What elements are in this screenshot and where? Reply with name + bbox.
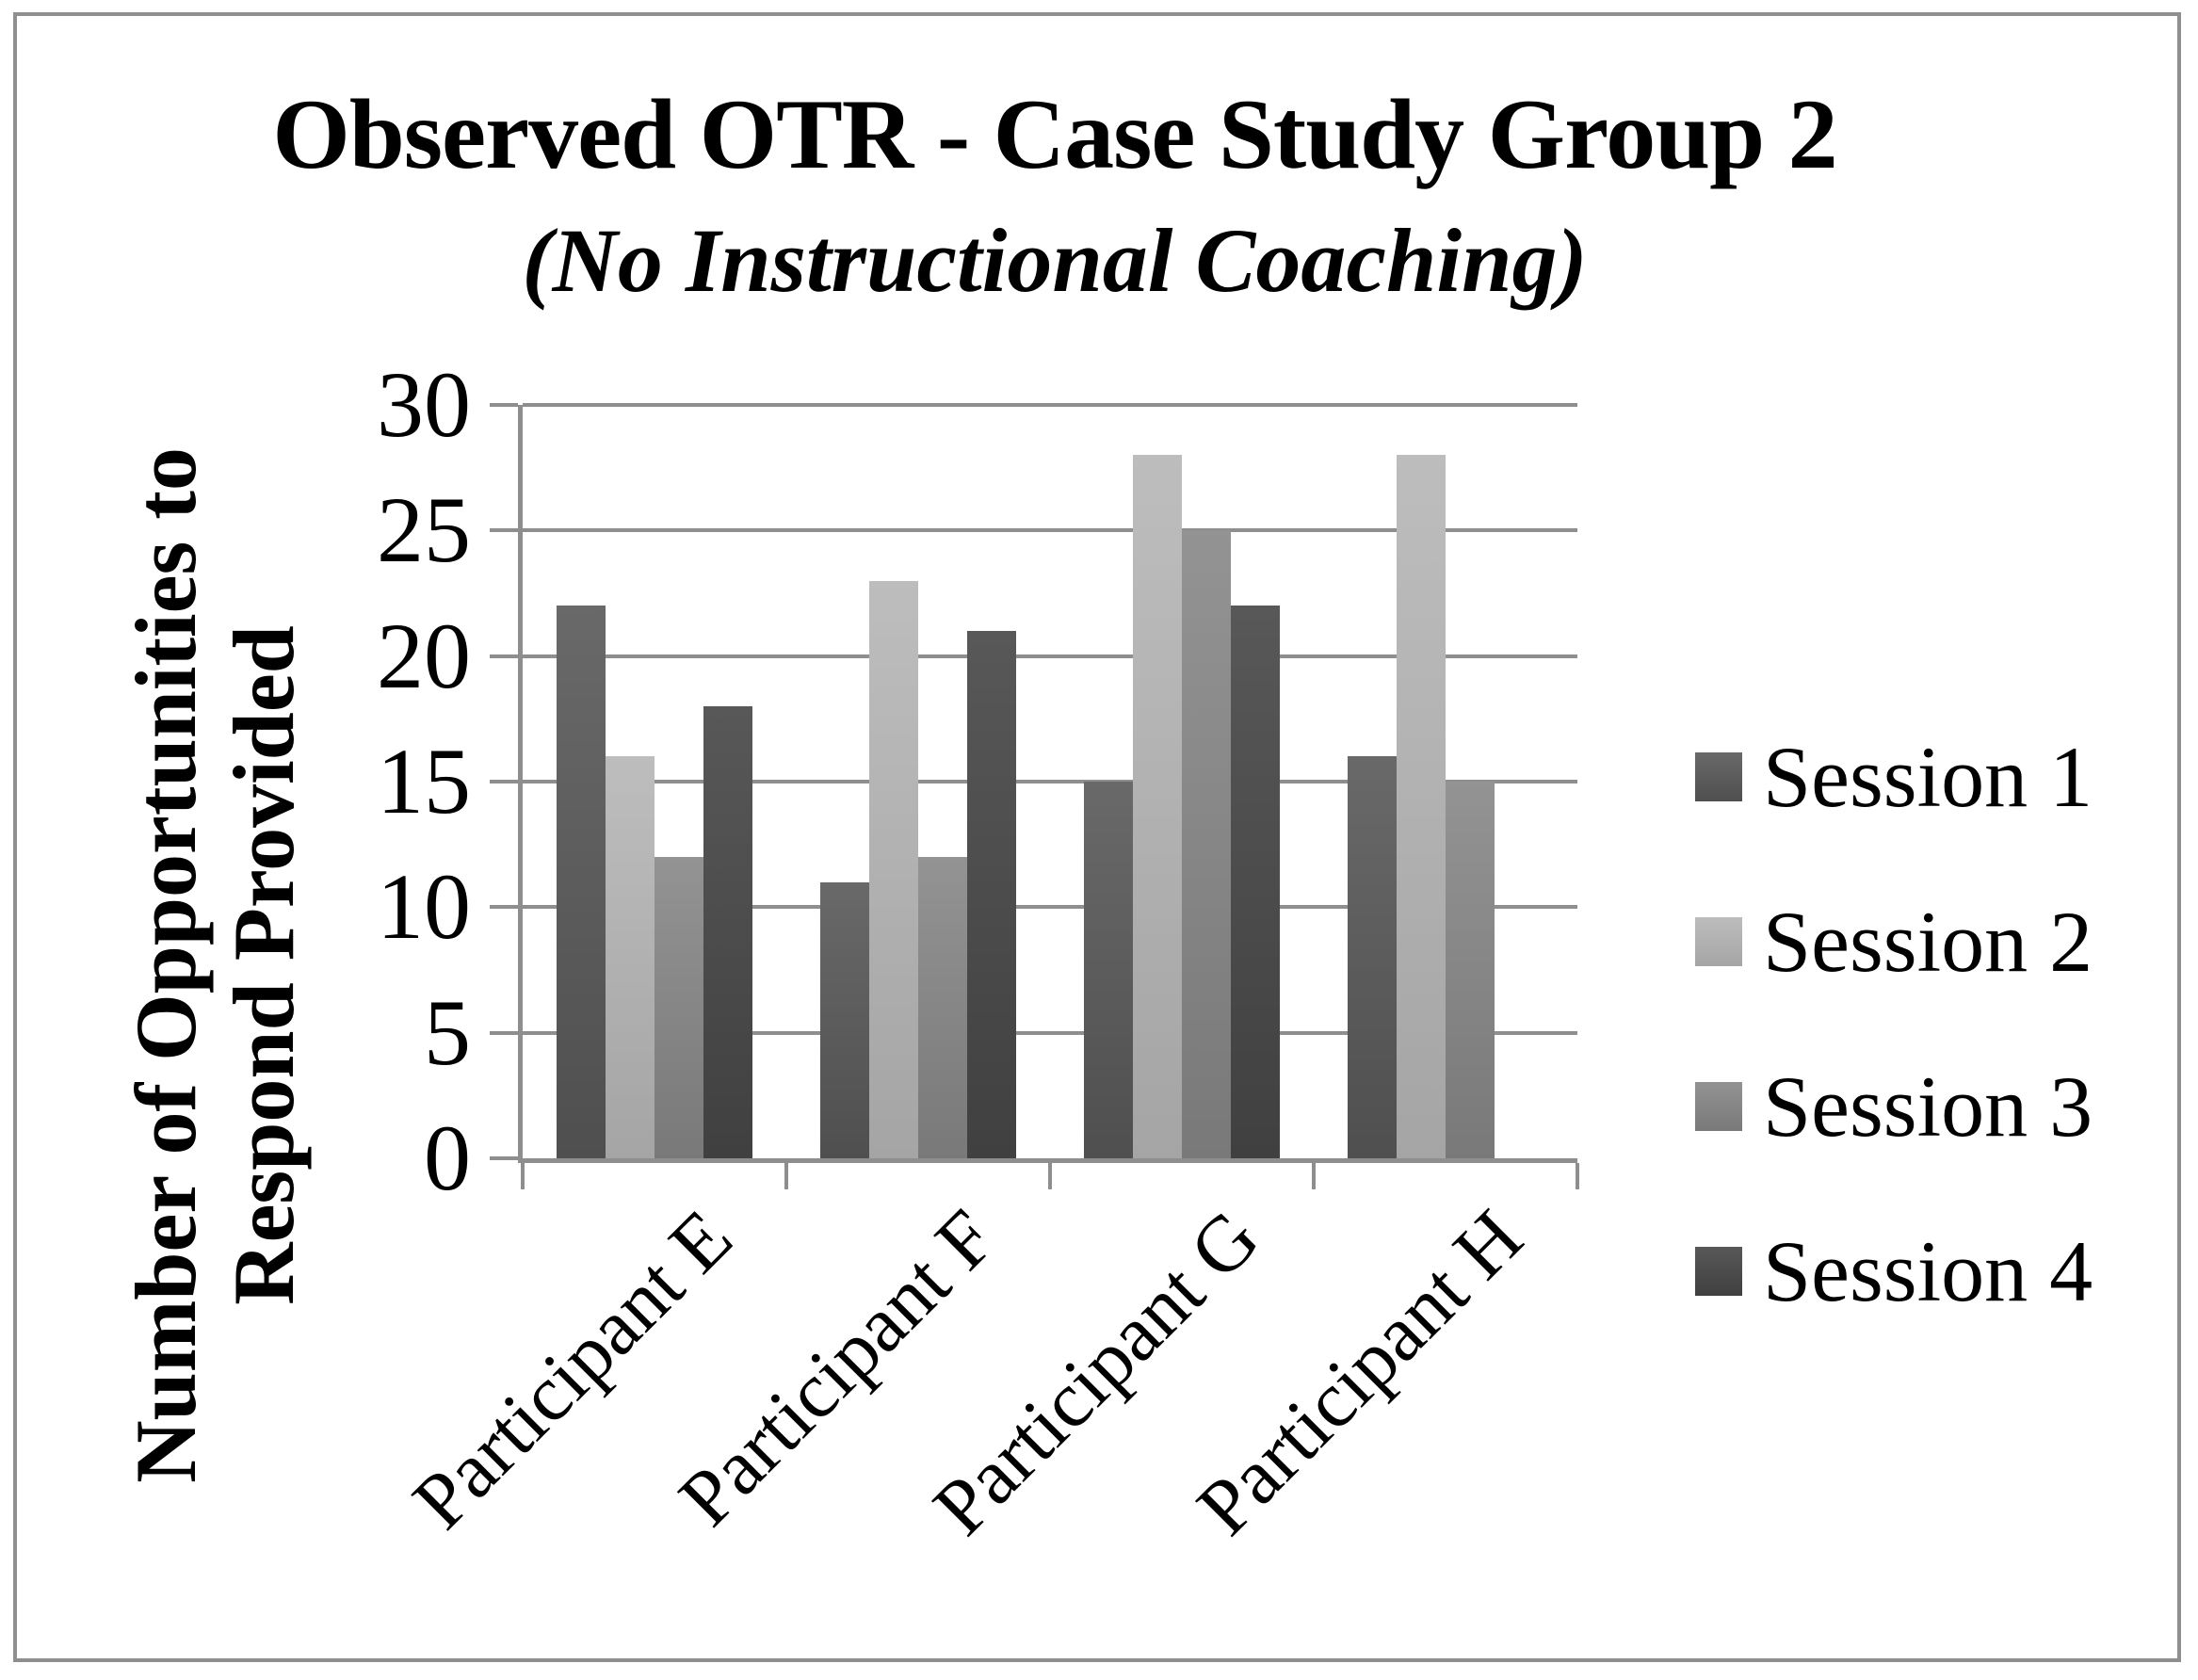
bar-session-3-participant-e bbox=[655, 857, 703, 1158]
y-tick-mark bbox=[490, 528, 518, 532]
y-tick-mark bbox=[490, 403, 518, 407]
legend-item-session-1: Session 1 bbox=[1695, 724, 2093, 830]
x-tick-mark bbox=[1048, 1163, 1052, 1189]
legend-swatch-icon bbox=[1695, 1082, 1742, 1131]
gridline-y-30 bbox=[523, 403, 1577, 407]
bar-session-2-participant-e bbox=[606, 756, 655, 1158]
legend-swatch-icon bbox=[1695, 1247, 1742, 1296]
x-tick-mark bbox=[1312, 1163, 1316, 1189]
y-tick-label-25: 25 bbox=[377, 477, 471, 582]
legend-swatch-icon bbox=[1695, 917, 1742, 966]
y-tick-label-5: 5 bbox=[424, 980, 471, 1085]
gridline-y-10 bbox=[523, 905, 1577, 909]
chart-title: Observed OTR - Case Study Group 2 bbox=[272, 79, 1837, 189]
gridline-y-20 bbox=[523, 654, 1577, 658]
bar-session-2-participant-f bbox=[869, 581, 918, 1158]
chart-subtitle: (No Instructional Coaching) bbox=[522, 210, 1588, 311]
plot-area bbox=[490, 403, 1579, 1189]
gridline-y-5 bbox=[523, 1031, 1577, 1035]
bar-session-2-participant-g bbox=[1133, 455, 1182, 1158]
bar-session-2-participant-h bbox=[1397, 455, 1446, 1158]
gridline-y-25 bbox=[523, 528, 1577, 532]
x-tick-mark bbox=[784, 1163, 788, 1189]
y-tick-label-0: 0 bbox=[424, 1106, 471, 1210]
legend-item-session-4: Session 4 bbox=[1695, 1219, 2093, 1324]
y-tick-label-10: 10 bbox=[377, 854, 471, 959]
y-axis-title: Number of Opportunities to Respond Provi… bbox=[117, 447, 313, 1483]
bar-session-4-participant-f bbox=[967, 631, 1016, 1158]
legend-label: Session 3 bbox=[1763, 1058, 2093, 1155]
y-tick-label-20: 20 bbox=[377, 604, 471, 708]
bar-session-1-participant-h bbox=[1348, 756, 1397, 1158]
bar-session-1-participant-e bbox=[557, 606, 606, 1158]
bar-session-3-participant-g bbox=[1182, 530, 1231, 1158]
bar-session-3-participant-f bbox=[918, 857, 967, 1158]
y-axis-title-line1: Number of Opportunities to bbox=[118, 447, 214, 1483]
chart-title-block: Observed OTR - Case Study Group 2 (No In… bbox=[0, 73, 2109, 316]
y-tick-mark bbox=[490, 905, 518, 909]
x-tick-mark bbox=[1576, 1163, 1579, 1189]
bar-session-1-participant-f bbox=[820, 882, 869, 1158]
legend-item-session-3: Session 3 bbox=[1695, 1054, 2093, 1159]
x-tick-mark bbox=[521, 1163, 525, 1189]
y-tick-mark bbox=[490, 1156, 518, 1160]
bar-session-3-participant-h bbox=[1446, 782, 1495, 1158]
legend-label: Session 4 bbox=[1763, 1223, 2093, 1319]
y-tick-mark bbox=[490, 780, 518, 783]
bar-session-4-participant-e bbox=[703, 706, 752, 1158]
y-tick-label-15: 15 bbox=[377, 729, 471, 833]
y-axis-title-line2: Respond Provided bbox=[216, 625, 312, 1305]
y-tick-label-30: 30 bbox=[377, 352, 471, 457]
y-tick-mark bbox=[490, 654, 518, 658]
gridline-y-15 bbox=[523, 780, 1577, 783]
bar-session-4-participant-g bbox=[1231, 606, 1280, 1158]
bar-session-1-participant-g bbox=[1084, 782, 1133, 1158]
legend-label: Session 2 bbox=[1763, 894, 2093, 990]
y-tick-mark bbox=[490, 1031, 518, 1035]
legend-swatch-icon bbox=[1695, 752, 1742, 801]
legend-label: Session 1 bbox=[1763, 729, 2093, 825]
legend-item-session-2: Session 2 bbox=[1695, 889, 2093, 994]
